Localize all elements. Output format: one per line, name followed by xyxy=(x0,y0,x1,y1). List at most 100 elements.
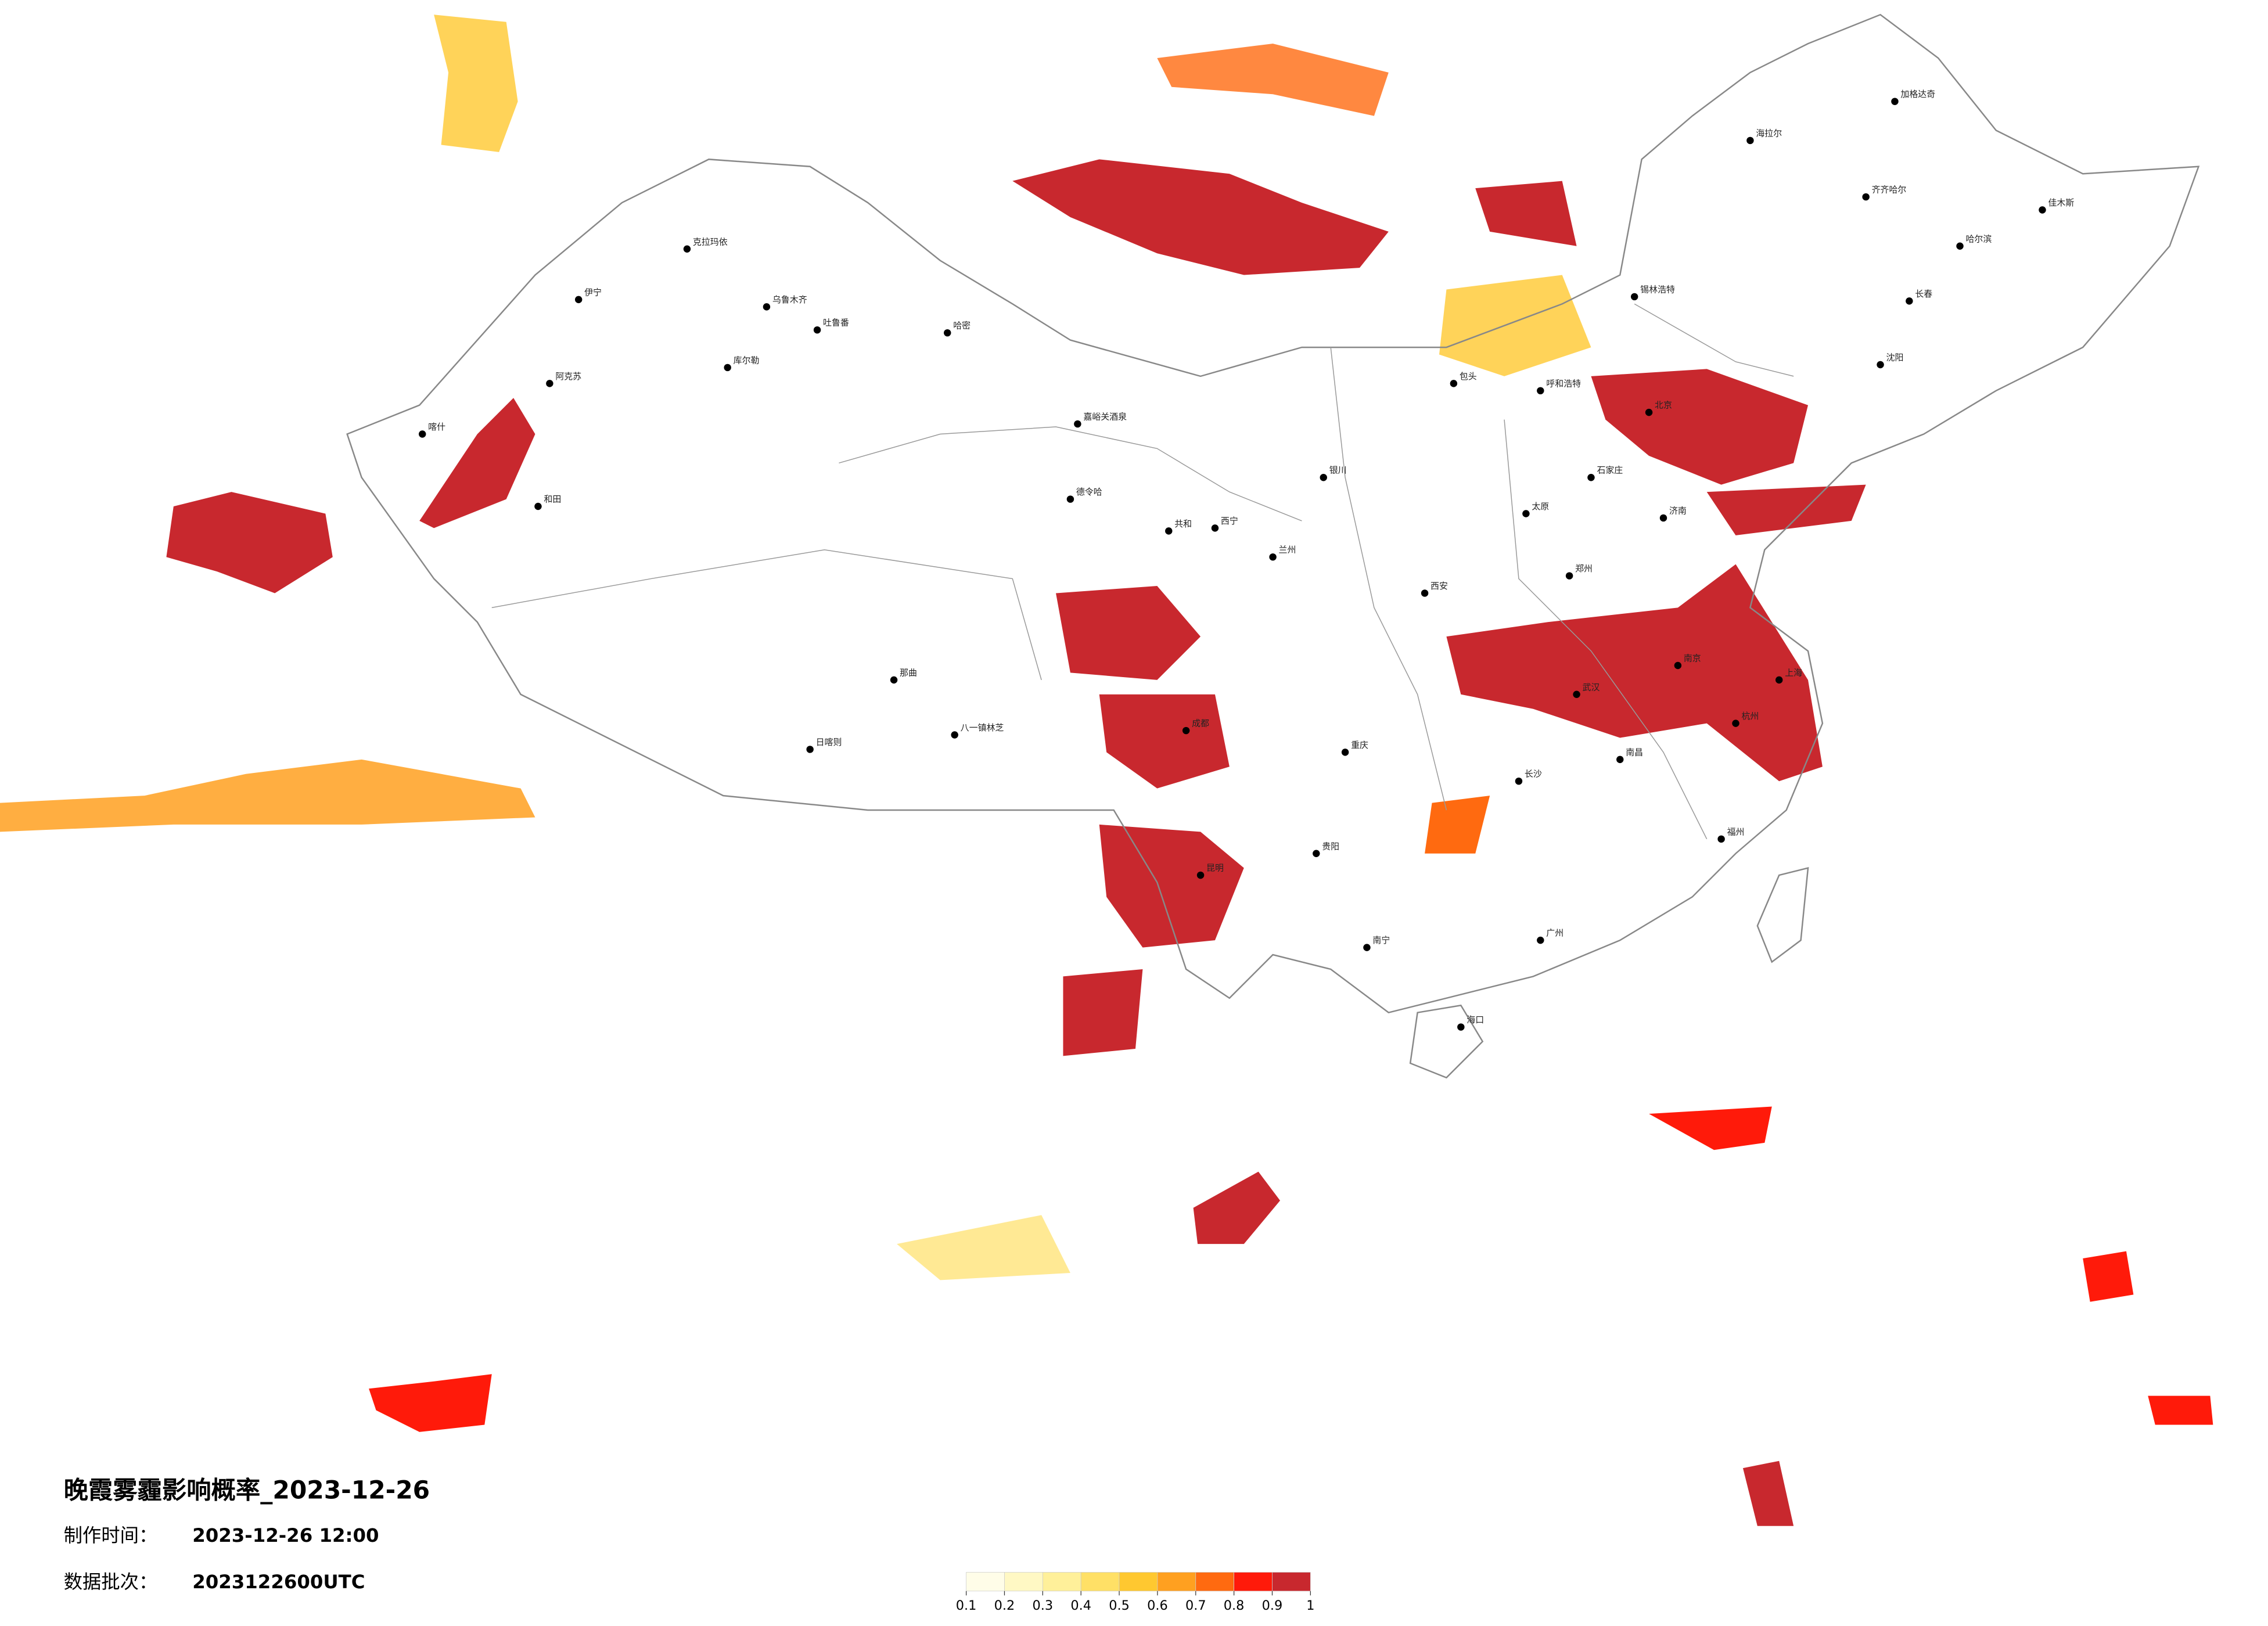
city-dot xyxy=(683,245,691,253)
city-dot xyxy=(418,430,426,438)
legend-tick-label: 0.4 xyxy=(1070,1598,1091,1613)
city-label: 沈阳 xyxy=(1886,352,1904,362)
city-dot xyxy=(1573,690,1580,699)
legend: 0.1 0.2 0.3 0.4 0.5 0.6 0.7 0.8 0.9 1 xyxy=(956,1572,1314,1613)
city-dot xyxy=(1320,473,1327,481)
city-dot xyxy=(534,502,542,510)
city-dot xyxy=(1906,297,1913,305)
batch-label: 数据批次： xyxy=(64,1571,158,1593)
city-label: 南昌 xyxy=(1626,747,1643,757)
legend-tick-label: 0.9 xyxy=(1262,1598,1283,1613)
city-label: 那曲 xyxy=(900,667,917,678)
city-label: 乌鲁木齐 xyxy=(772,294,807,305)
city-dot xyxy=(1537,387,1544,395)
city-label: 八一镇林芝 xyxy=(961,722,1004,733)
city-dot xyxy=(1211,524,1219,532)
city-dot xyxy=(1363,944,1371,951)
city-dot xyxy=(763,303,771,311)
city-dot xyxy=(1450,380,1458,387)
city-dot xyxy=(1877,361,1884,369)
city-dot xyxy=(546,380,553,387)
city-label: 吐鲁番 xyxy=(823,318,849,328)
legend-tick-label: 0.2 xyxy=(994,1598,1015,1613)
city-dot xyxy=(1269,553,1277,561)
city-dot xyxy=(1732,720,1739,727)
city-label: 贵阳 xyxy=(1322,841,1339,851)
legend-tick-label: 0.5 xyxy=(1109,1598,1130,1613)
city-dot xyxy=(2039,206,2046,214)
city-label: 加格达奇 xyxy=(1900,89,1935,99)
legend-swatch xyxy=(966,1572,1005,1592)
made-label: 制作时间： xyxy=(64,1524,158,1546)
legend-tick-label: 0.6 xyxy=(1147,1598,1168,1613)
city-dot xyxy=(1956,242,1964,250)
legend-swatch xyxy=(1157,1572,1196,1592)
city-label: 共和 xyxy=(1174,519,1192,529)
city-dot xyxy=(1165,527,1173,535)
city-label: 太原 xyxy=(1532,501,1549,512)
made-value: 2023-12-26 12:00 xyxy=(192,1524,379,1546)
haze-field xyxy=(0,15,2213,1526)
taiwan-outline xyxy=(1756,866,1809,963)
city-label: 日喀则 xyxy=(816,737,842,747)
city-label: 哈尔滨 xyxy=(1965,233,1992,244)
city-dot xyxy=(1421,589,1429,597)
city-dot xyxy=(1457,1023,1465,1031)
city-label: 伊宁 xyxy=(584,287,602,297)
city-label: 武汉 xyxy=(1583,682,1600,692)
city-label: 昆明 xyxy=(1206,863,1224,873)
city-label: 海拉尔 xyxy=(1756,128,1782,138)
legend-tick-label: 0.8 xyxy=(1224,1598,1245,1613)
city-dot xyxy=(1066,495,1074,503)
city-label: 和田 xyxy=(544,494,561,505)
province-borders xyxy=(491,303,1794,840)
city-dot xyxy=(1313,850,1320,857)
city-dot xyxy=(1862,193,1870,201)
city-label: 克拉玛依 xyxy=(693,236,728,247)
city-dot xyxy=(1587,473,1595,481)
legend-tick-label: 1 xyxy=(1306,1598,1314,1613)
city-label: 西宁 xyxy=(1221,516,1238,526)
city-dot xyxy=(1565,572,1573,580)
legend-tick-label: 0.3 xyxy=(1033,1598,1054,1613)
city-label: 哈密 xyxy=(953,321,971,331)
city-label: 德令哈 xyxy=(1076,487,1102,497)
city-label: 西安 xyxy=(1430,581,1448,591)
city-label: 郑州 xyxy=(1575,563,1593,574)
legend-swatch xyxy=(1234,1572,1273,1592)
city-label: 呼和浩特 xyxy=(1546,378,1581,388)
legend-swatch xyxy=(1272,1572,1311,1592)
legend-swatch xyxy=(1195,1572,1234,1592)
city-label: 佳木斯 xyxy=(2048,197,2074,208)
legend-swatch xyxy=(1119,1572,1158,1592)
city-dot xyxy=(1746,136,1754,145)
city-dot xyxy=(1630,293,1638,301)
city-label: 济南 xyxy=(1669,505,1687,516)
city-dot xyxy=(951,731,958,739)
legend-swatch xyxy=(1042,1572,1081,1592)
city-label: 长沙 xyxy=(1525,769,1542,779)
city-label: 阿克苏 xyxy=(555,371,581,382)
city-label: 成都 xyxy=(1192,718,1209,729)
city-dot xyxy=(1182,726,1190,735)
city-label: 库尔勒 xyxy=(734,355,760,365)
city-label: 银川 xyxy=(1329,465,1347,476)
legend-tick-label: 0.1 xyxy=(956,1598,977,1613)
city-dot xyxy=(1674,661,1682,670)
city-dot xyxy=(1645,408,1653,416)
city-label: 锡林浩特 xyxy=(1640,284,1675,294)
city-label: 福州 xyxy=(1727,826,1745,837)
city-label: 重庆 xyxy=(1351,740,1368,750)
city-dot xyxy=(1717,835,1725,843)
hainan-outline xyxy=(1409,1004,1484,1079)
country-outline xyxy=(346,13,2200,1014)
city-dot xyxy=(1074,420,1081,428)
legend-swatch xyxy=(1004,1572,1043,1592)
city-label: 包头 xyxy=(1460,371,1477,382)
city-label: 杭州 xyxy=(1741,711,1759,721)
city-dot xyxy=(1196,871,1205,879)
city-label: 广州 xyxy=(1546,928,1563,938)
city-dot xyxy=(1515,777,1523,785)
